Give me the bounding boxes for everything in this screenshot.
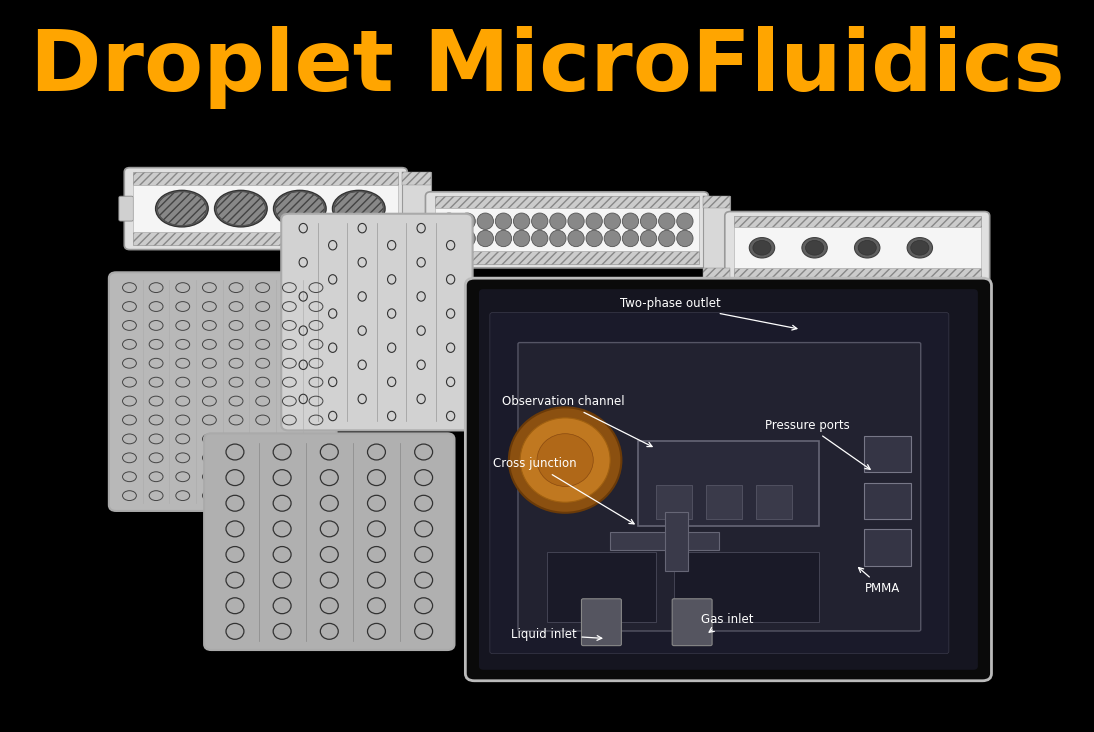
Ellipse shape — [640, 231, 656, 247]
Ellipse shape — [459, 213, 475, 229]
Ellipse shape — [854, 238, 880, 258]
FancyBboxPatch shape — [465, 278, 991, 681]
Ellipse shape — [274, 190, 326, 227]
Ellipse shape — [333, 190, 385, 227]
FancyBboxPatch shape — [517, 343, 921, 631]
FancyBboxPatch shape — [706, 485, 742, 519]
Ellipse shape — [509, 407, 621, 512]
Text: Liquid inlet: Liquid inlet — [511, 628, 602, 641]
FancyBboxPatch shape — [734, 228, 980, 268]
Ellipse shape — [659, 213, 675, 229]
FancyBboxPatch shape — [479, 289, 978, 670]
FancyBboxPatch shape — [547, 553, 655, 622]
FancyBboxPatch shape — [655, 485, 693, 519]
FancyBboxPatch shape — [426, 192, 709, 268]
Ellipse shape — [802, 238, 827, 258]
FancyBboxPatch shape — [703, 196, 730, 209]
FancyBboxPatch shape — [125, 168, 407, 250]
Ellipse shape — [217, 192, 266, 225]
Ellipse shape — [549, 231, 566, 247]
FancyBboxPatch shape — [133, 185, 398, 232]
Ellipse shape — [622, 231, 639, 247]
FancyBboxPatch shape — [434, 251, 699, 264]
FancyBboxPatch shape — [401, 172, 431, 264]
FancyBboxPatch shape — [734, 268, 980, 280]
Text: Droplet MicroFluidics: Droplet MicroFluidics — [30, 26, 1064, 108]
FancyBboxPatch shape — [119, 196, 133, 221]
Ellipse shape — [155, 190, 208, 227]
Ellipse shape — [749, 238, 775, 258]
FancyBboxPatch shape — [490, 313, 948, 654]
Ellipse shape — [276, 192, 324, 225]
FancyBboxPatch shape — [582, 599, 621, 646]
Text: PMMA: PMMA — [859, 567, 899, 594]
FancyBboxPatch shape — [672, 599, 712, 646]
FancyBboxPatch shape — [863, 529, 910, 566]
Ellipse shape — [604, 231, 620, 247]
FancyBboxPatch shape — [133, 172, 398, 185]
FancyBboxPatch shape — [401, 172, 431, 185]
Ellipse shape — [568, 231, 584, 247]
Ellipse shape — [158, 192, 207, 225]
FancyBboxPatch shape — [109, 272, 337, 511]
Ellipse shape — [659, 231, 675, 247]
FancyBboxPatch shape — [434, 209, 699, 251]
Ellipse shape — [537, 433, 593, 486]
FancyBboxPatch shape — [674, 553, 819, 622]
Text: Observation channel: Observation channel — [502, 395, 652, 447]
FancyBboxPatch shape — [665, 512, 688, 571]
Ellipse shape — [910, 240, 929, 255]
FancyBboxPatch shape — [756, 485, 792, 519]
FancyBboxPatch shape — [703, 267, 730, 280]
FancyBboxPatch shape — [638, 441, 819, 526]
Text: Cross junction: Cross junction — [492, 458, 635, 524]
Ellipse shape — [805, 240, 824, 255]
FancyBboxPatch shape — [725, 212, 990, 284]
Ellipse shape — [586, 213, 603, 229]
Ellipse shape — [335, 192, 383, 225]
Ellipse shape — [532, 213, 548, 229]
FancyBboxPatch shape — [133, 232, 398, 245]
Ellipse shape — [858, 240, 876, 255]
Ellipse shape — [622, 213, 639, 229]
Ellipse shape — [532, 231, 548, 247]
Ellipse shape — [496, 213, 512, 229]
Ellipse shape — [549, 213, 566, 229]
FancyBboxPatch shape — [205, 433, 454, 650]
FancyBboxPatch shape — [434, 196, 699, 209]
FancyBboxPatch shape — [610, 532, 720, 550]
Ellipse shape — [477, 213, 493, 229]
Ellipse shape — [568, 213, 584, 229]
Ellipse shape — [677, 213, 693, 229]
Ellipse shape — [586, 231, 603, 247]
FancyBboxPatch shape — [281, 214, 473, 430]
Ellipse shape — [677, 231, 693, 247]
Ellipse shape — [640, 213, 656, 229]
Ellipse shape — [496, 231, 512, 247]
Ellipse shape — [520, 418, 610, 502]
Ellipse shape — [214, 190, 267, 227]
Text: Two-phase outlet: Two-phase outlet — [619, 297, 796, 330]
Ellipse shape — [441, 231, 457, 247]
Text: Gas inlet: Gas inlet — [701, 613, 754, 632]
Ellipse shape — [459, 231, 475, 247]
FancyBboxPatch shape — [703, 196, 730, 280]
Text: Pressure ports: Pressure ports — [765, 419, 870, 469]
Ellipse shape — [513, 231, 529, 247]
FancyBboxPatch shape — [863, 482, 910, 519]
FancyBboxPatch shape — [863, 436, 910, 472]
Ellipse shape — [753, 240, 771, 255]
FancyBboxPatch shape — [401, 250, 431, 264]
Ellipse shape — [907, 238, 932, 258]
Ellipse shape — [513, 213, 529, 229]
Ellipse shape — [604, 213, 620, 229]
Ellipse shape — [441, 213, 457, 229]
Ellipse shape — [477, 231, 493, 247]
FancyBboxPatch shape — [734, 216, 980, 228]
